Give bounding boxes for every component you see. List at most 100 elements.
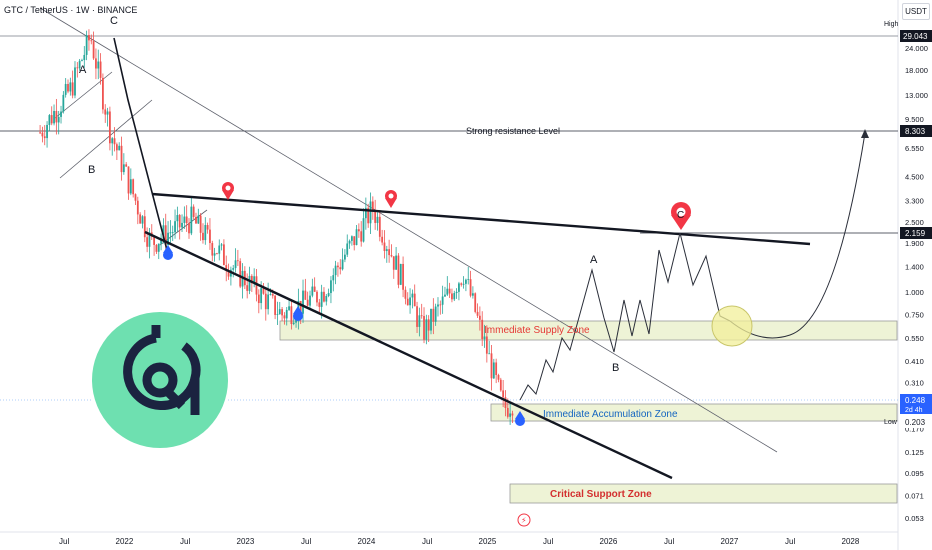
candle-up (276, 314, 279, 315)
candle-down (406, 298, 409, 306)
price-tick-label: 13.000 (905, 91, 928, 100)
price-tick-label: 0.310 (905, 378, 924, 387)
candle-up (253, 276, 256, 284)
red-marker-2[interactable] (385, 190, 397, 208)
red-marker-apex[interactable] (671, 202, 691, 230)
strong-resistance-label: Strong resistance Level (466, 126, 560, 136)
price-tick-label: 0.170 (905, 424, 924, 433)
candle-down (478, 315, 481, 320)
candle-down (476, 311, 479, 316)
price-axis-background[interactable] (898, 0, 932, 550)
candle-up (85, 35, 88, 55)
candle-up (122, 164, 125, 173)
candle-down (367, 207, 370, 224)
lightning-icon[interactable]: ⚡ (517, 513, 531, 527)
blue-marker-2[interactable] (293, 306, 303, 321)
candle-up (395, 255, 398, 270)
blue-marker-1[interactable] (163, 245, 173, 260)
candle-up (385, 249, 388, 252)
candle-up (213, 253, 216, 256)
candle-up (267, 294, 270, 310)
candle-up (285, 309, 288, 319)
candle-down (353, 236, 356, 246)
candle-down (76, 67, 79, 69)
candle-down (420, 315, 423, 317)
resistance-value-tag (900, 125, 932, 137)
candle-down (250, 275, 253, 284)
accumulation-zone-box[interactable] (490, 403, 898, 422)
blue-marker-3[interactable] (515, 411, 525, 426)
price-tick-label: 1.000 (905, 288, 924, 297)
candle-down (357, 229, 360, 232)
candle-down (304, 290, 307, 300)
candle-up (81, 60, 83, 61)
candle-up (488, 353, 491, 355)
candle-up (64, 83, 67, 95)
candle-down (143, 216, 146, 238)
candle-down (211, 243, 214, 256)
target-circle[interactable] (711, 305, 753, 347)
candle-down (92, 41, 95, 59)
channel-line-lower (59, 99, 153, 179)
price-tick-label: 0.410 (905, 357, 924, 366)
candle-up (176, 214, 179, 222)
candle-down (99, 61, 102, 78)
candle-up (399, 263, 402, 285)
candle-down (404, 289, 407, 299)
projection-path[interactable] (519, 232, 731, 401)
critical-zone-box[interactable] (509, 483, 898, 504)
gitcoin-logo (92, 312, 228, 448)
candle-down (283, 315, 286, 319)
symbol-header[interactable]: GTC / TetherUS · 1W · BINANCE (4, 5, 138, 15)
price-tick-label: 18.000 (905, 66, 928, 75)
candle-down (390, 255, 393, 257)
candle-down (41, 132, 44, 137)
wave-a-right-label: A (590, 254, 598, 266)
low-value-text: 0.203 (905, 418, 926, 427)
wedge-upper-line[interactable] (151, 192, 811, 246)
candle-down (371, 201, 374, 211)
candle-down (439, 304, 442, 306)
red-marker-1[interactable] (222, 182, 234, 200)
candle-up (129, 179, 132, 194)
price-tick-label: 0.125 (905, 448, 924, 457)
candle-up (48, 115, 51, 125)
candle-down (413, 293, 416, 307)
candle-down (306, 299, 309, 306)
candle-up (181, 222, 183, 228)
candle-down (43, 136, 46, 139)
candle-down (460, 283, 463, 285)
candle-up (278, 309, 281, 315)
candle-up (350, 236, 353, 241)
candle-down (451, 293, 453, 300)
time-tick-label: Jul (785, 537, 795, 546)
candle-down (490, 353, 493, 379)
candle-up (320, 291, 323, 307)
currency-button[interactable]: USDT (902, 3, 930, 20)
low-label: Low (884, 419, 898, 426)
candle-down (313, 286, 316, 292)
long-descending-trendline[interactable] (39, 7, 778, 453)
candle-up (169, 232, 172, 234)
candle-down (381, 236, 384, 243)
candle-up (341, 259, 344, 270)
candle-down (90, 40, 93, 42)
candle-down (164, 225, 167, 246)
time-tick-label: Jul (301, 537, 311, 546)
candle-down (271, 294, 274, 296)
candle-up (376, 216, 379, 223)
resistance-value-text: 8.303 (905, 127, 926, 136)
wedge-lower-line[interactable] (144, 230, 673, 480)
candle-down (134, 194, 137, 201)
time-tick-label: 2024 (358, 537, 376, 546)
candle-up (302, 290, 304, 314)
candle-up (344, 254, 346, 260)
time-axis[interactable]: Jul 2022 Jul 2023 Jul 2024 Jul 2025 Jul 2026 Jul 20… (59, 537, 860, 546)
candle-down (499, 379, 502, 391)
price-tick-label: 1.400 (905, 262, 924, 271)
candle-down (178, 214, 181, 228)
candle-down (216, 253, 218, 255)
candle-up (309, 295, 311, 306)
wave-c-right-label: C (677, 210, 684, 221)
